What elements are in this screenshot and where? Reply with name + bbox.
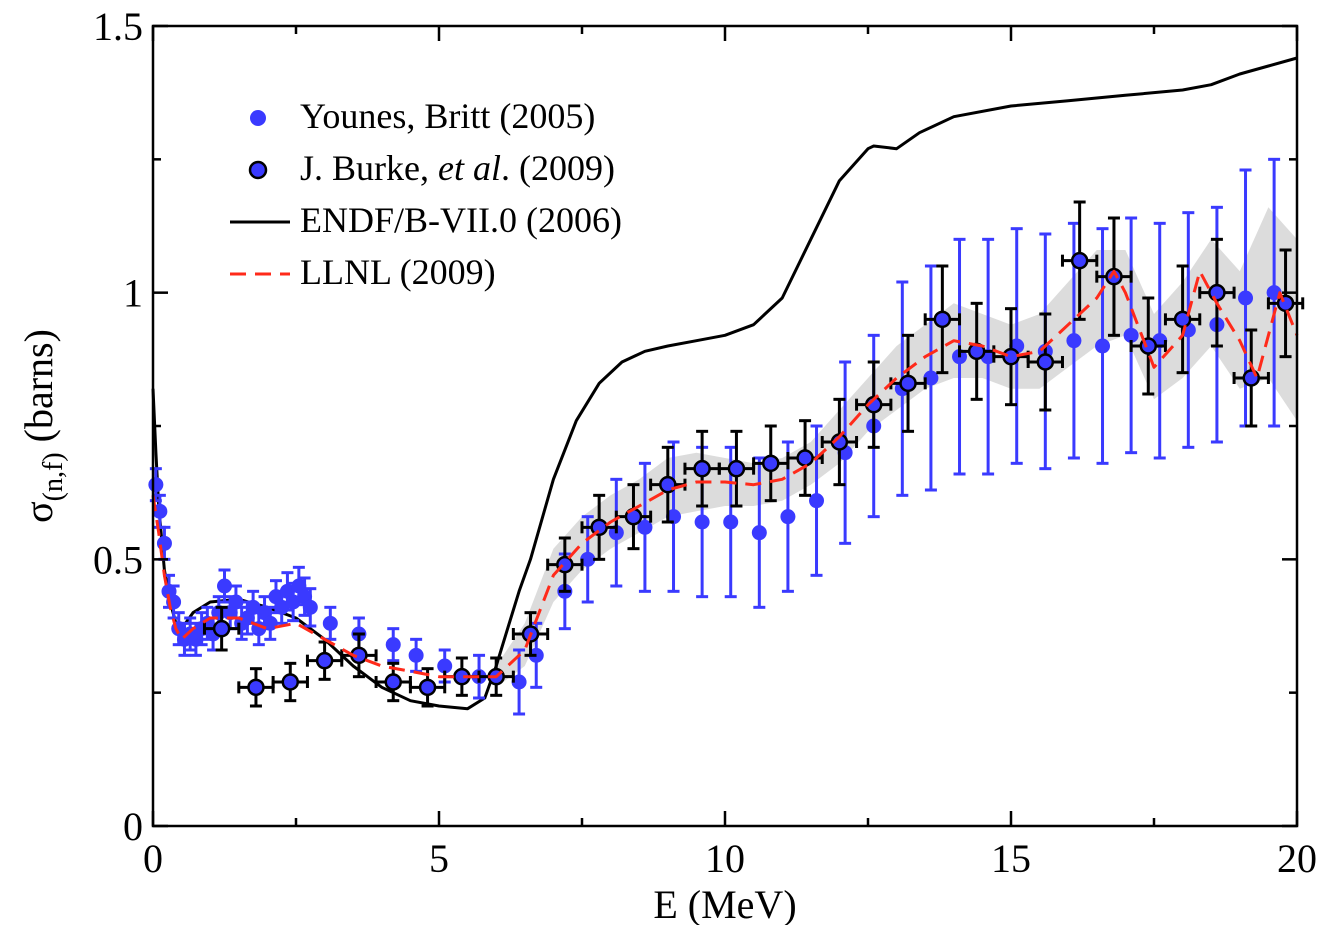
burke-point — [923, 264, 962, 375]
younes-britt-points — [148, 157, 1282, 716]
burke-point — [717, 429, 756, 508]
burke-point — [237, 667, 275, 708]
x-axis-title: E (MeV) — [653, 882, 796, 925]
legend: Younes, Britt (2005) J. Burke, et al. (20… — [230, 96, 622, 292]
burke-point — [305, 640, 344, 681]
legend-label: J. Burke, et al. (2009) — [300, 148, 615, 188]
burke-point — [271, 661, 309, 703]
y-tick-label: 0.5 — [93, 537, 143, 582]
x-tick-label: 5 — [429, 836, 449, 881]
burke-point — [580, 493, 618, 561]
younes-point — [809, 424, 825, 577]
younes-point — [1123, 216, 1139, 455]
y-tick-label: 1 — [123, 271, 143, 316]
llnl-uncertainty-band — [496, 207, 1297, 688]
burke-point — [752, 424, 790, 503]
younes-point — [637, 461, 653, 593]
plot-frame — [151, 24, 1299, 828]
band-area — [496, 207, 1297, 688]
legend-entry-llnl: LLNL (2009) — [230, 252, 496, 292]
younes-point — [385, 627, 401, 663]
burke-point — [1163, 264, 1202, 375]
burke-point — [1060, 200, 1099, 321]
y-axis-symbol: σ — [16, 501, 61, 523]
burke-point — [546, 536, 584, 593]
burke-point — [855, 360, 893, 449]
burke-point — [340, 632, 378, 679]
endf-line — [151, 56, 1298, 711]
legend-symbol — [248, 160, 268, 180]
legend-label: LLNL (2009) — [300, 252, 496, 292]
llnl-line — [151, 269, 1299, 679]
x-tick-label: 0 — [143, 836, 163, 881]
younes-point — [1009, 227, 1025, 465]
legend-entry-younes: Younes, Britt (2005) — [250, 96, 595, 136]
burke-point — [1026, 312, 1064, 412]
y-tick-label: 1.5 — [93, 4, 143, 49]
y-axis-unit: (barns) — [16, 329, 61, 452]
younes-point — [1095, 227, 1111, 465]
y-tick-label: 0 — [123, 804, 143, 849]
burke-point — [202, 605, 241, 652]
x-tick-label: 15 — [991, 836, 1031, 881]
legend-entry-burke: J. Burke, et al. (2009) — [248, 148, 615, 188]
legend-label: ENDF/B-VII.0 (2006) — [300, 200, 622, 240]
burke-point — [1198, 237, 1236, 348]
younes-point — [322, 605, 338, 641]
burke-point — [1232, 328, 1270, 428]
legend-label: Younes, Britt (2005) — [300, 96, 595, 136]
llnl-curve — [151, 269, 1299, 679]
axis-ticks: 0 5 10 15 20 0 0.5 1 1.5 — [93, 4, 1317, 881]
burke-point — [1095, 216, 1133, 337]
burke-point — [649, 445, 687, 524]
y-axis-subscript: (n,f) — [38, 452, 69, 501]
younes-point — [923, 264, 939, 492]
younes-point — [580, 515, 596, 604]
x-tick-label: 20 — [1277, 836, 1317, 881]
burke-point — [889, 333, 927, 433]
younes-point — [302, 587, 318, 628]
legend-entry-endf: ENDF/B-VII.0 (2006) — [230, 200, 622, 240]
burke-point — [408, 667, 447, 708]
y-axis-title: σ(n,f) (barns) — [16, 329, 69, 523]
younes-point — [408, 637, 424, 673]
younes-point — [666, 440, 682, 593]
x-tick-label: 10 — [705, 836, 745, 881]
legend-symbol — [250, 110, 266, 126]
younes-point — [511, 648, 527, 716]
endf-curve — [151, 56, 1298, 711]
